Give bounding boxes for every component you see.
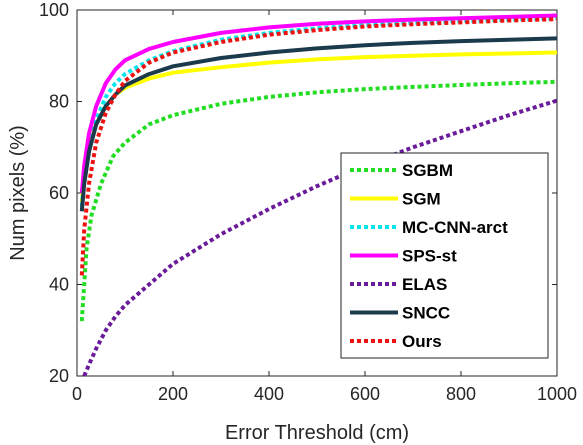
x-tick-label: 0 [72,384,82,404]
legend-label-sgm: SGM [402,190,441,209]
legend-label-sncc: SNCC [402,304,450,323]
y-tick-label: 20 [49,366,69,386]
y-tick-label: 100 [39,0,69,20]
series-line-ours [79,17,557,276]
y-tick-label: 80 [49,92,69,112]
x-tick-label: 1000 [537,384,577,404]
legend-label-mc-cnn-arct: MC-CNN-arct [402,218,508,237]
x-tick-label: 800 [446,384,476,404]
y-tick-label: 60 [49,183,69,203]
y-axis-label: Num pixels (%) [7,125,29,261]
series-line-sgbm [79,79,557,322]
x-tick-label: 600 [350,384,380,404]
x-tick-label: 400 [254,384,284,404]
x-axis-label: Error Threshold (cm) [225,422,409,444]
series-line-sps-st [79,13,557,194]
legend-label-sps-st: SPS-st [402,247,457,266]
series-line-sncc [79,36,557,212]
legend-label-elas: ELAS [402,275,447,294]
legend-label-ours: Ours [402,332,442,351]
x-tick-label: 200 [158,384,188,404]
y-tick-label: 40 [49,275,69,295]
legend-label-sgbm: SGBM [402,161,453,180]
